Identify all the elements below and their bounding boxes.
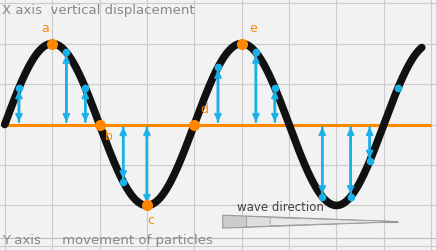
Polygon shape [270,218,398,226]
Text: b: b [105,130,113,143]
Text: a: a [41,22,48,35]
Text: X axis  vertical displacement: X axis vertical displacement [2,4,194,17]
Polygon shape [246,216,398,227]
Text: wave direction: wave direction [237,200,324,213]
Text: e: e [249,22,257,35]
Text: Y axis     movement of particles: Y axis movement of particles [2,233,213,246]
Polygon shape [223,215,398,228]
Text: d: d [200,102,208,115]
Text: c: c [147,213,154,226]
